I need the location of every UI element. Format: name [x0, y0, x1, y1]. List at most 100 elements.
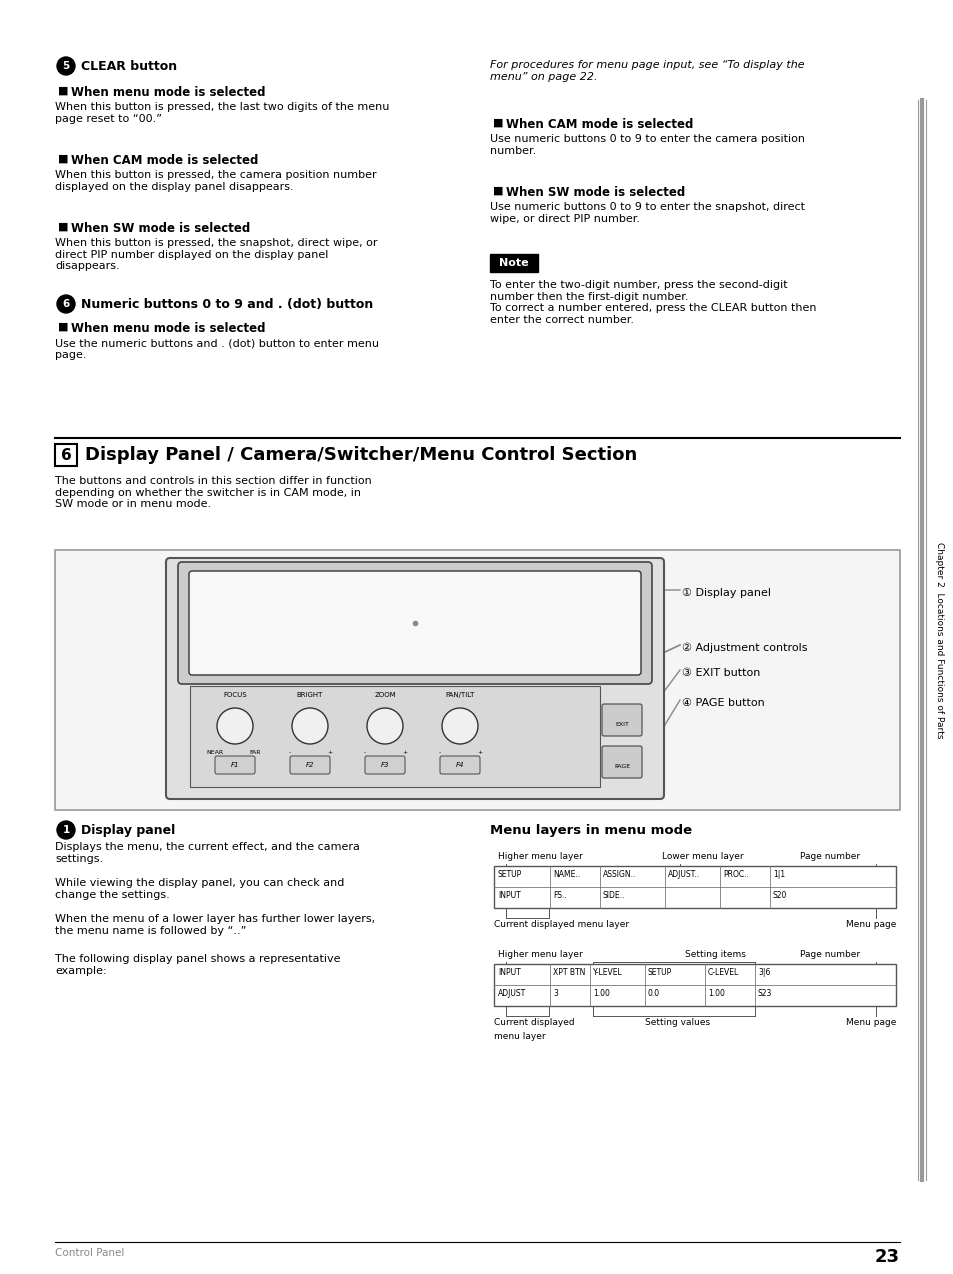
Text: Higher menu layer: Higher menu layer — [497, 950, 582, 959]
Text: ASSIGN..: ASSIGN.. — [602, 870, 636, 879]
Text: Use numeric buttons 0 to 9 to enter the snapshot, direct
wipe, or direct PIP num: Use numeric buttons 0 to 9 to enter the … — [490, 203, 804, 224]
Text: NEAR: NEAR — [206, 750, 223, 755]
FancyBboxPatch shape — [601, 747, 641, 778]
Text: For procedures for menu page input, see “To display the
menu” on page 22.: For procedures for menu page input, see … — [490, 60, 803, 82]
Text: ■: ■ — [58, 222, 69, 232]
Text: F2: F2 — [305, 762, 314, 768]
Text: 5: 5 — [62, 61, 70, 71]
Text: The following display panel shows a representative
example:: The following display panel shows a repr… — [55, 954, 340, 976]
Text: Note: Note — [498, 259, 528, 268]
Circle shape — [57, 57, 75, 75]
Text: When this button is pressed, the last two digits of the menu
page reset to “00.”: When this button is pressed, the last tw… — [55, 102, 389, 124]
Text: Page number: Page number — [800, 950, 860, 959]
FancyBboxPatch shape — [290, 755, 330, 775]
Text: When CAM mode is selected: When CAM mode is selected — [71, 154, 258, 167]
Text: ① Display panel: ① Display panel — [681, 589, 770, 598]
Text: Display panel: Display panel — [81, 824, 175, 837]
Text: Numeric buttons 0 to 9 and . (dot) button: Numeric buttons 0 to 9 and . (dot) butto… — [81, 298, 373, 311]
Text: NAME..: NAME.. — [553, 870, 579, 879]
Text: Y-LEVEL: Y-LEVEL — [593, 968, 622, 977]
Text: ③ EXIT button: ③ EXIT button — [681, 668, 760, 678]
Text: Use the numeric buttons and . (dot) button to enter menu
page.: Use the numeric buttons and . (dot) butt… — [55, 338, 378, 359]
Text: CLEAR button: CLEAR button — [81, 60, 177, 73]
Text: Menu layers in menu mode: Menu layers in menu mode — [490, 824, 691, 837]
Text: FS..: FS.. — [553, 891, 566, 899]
Text: When SW mode is selected: When SW mode is selected — [71, 222, 250, 234]
Text: Display Panel / Camera/Switcher/Menu Control Section: Display Panel / Camera/Switcher/Menu Con… — [85, 446, 637, 464]
Text: ADJUST..: ADJUST.. — [667, 870, 700, 879]
Text: When SW mode is selected: When SW mode is selected — [505, 186, 684, 199]
Text: 1.00: 1.00 — [593, 989, 609, 998]
Text: Current displayed menu layer: Current displayed menu layer — [494, 920, 628, 929]
Bar — [55, 445, 77, 466]
Text: -: - — [363, 750, 366, 755]
Text: ZOOM: ZOOM — [374, 692, 395, 698]
Text: When CAM mode is selected: When CAM mode is selected — [505, 118, 693, 131]
Text: EXIT: EXIT — [615, 721, 628, 726]
Text: -: - — [289, 750, 291, 755]
Text: +: + — [327, 750, 333, 755]
Text: PROC..: PROC.. — [722, 870, 748, 879]
Text: Control Panel: Control Panel — [55, 1249, 124, 1257]
FancyBboxPatch shape — [178, 562, 651, 684]
Text: ■: ■ — [58, 322, 69, 333]
Text: FOCUS: FOCUS — [223, 692, 247, 698]
Circle shape — [441, 708, 477, 744]
Bar — [490, 254, 537, 273]
FancyBboxPatch shape — [439, 755, 479, 775]
Text: 6: 6 — [61, 447, 71, 462]
Text: menu layer: menu layer — [494, 1032, 545, 1041]
Text: When menu mode is selected: When menu mode is selected — [71, 87, 265, 99]
Text: To enter the two-digit number, press the second-digit
number then the first-digi: To enter the two-digit number, press the… — [490, 280, 816, 325]
Text: -: - — [438, 750, 440, 755]
Text: 23: 23 — [874, 1249, 899, 1266]
Text: Menu page: Menu page — [844, 920, 895, 929]
Circle shape — [292, 708, 328, 744]
Text: +: + — [476, 750, 482, 755]
Text: Displays the menu, the current effect, and the camera
settings.: Displays the menu, the current effect, a… — [55, 842, 359, 864]
Bar — [190, 685, 599, 787]
Text: F1: F1 — [231, 762, 239, 768]
Text: S20: S20 — [772, 891, 786, 899]
FancyBboxPatch shape — [601, 705, 641, 736]
Text: 1.00: 1.00 — [707, 989, 724, 998]
Text: ADJUST: ADJUST — [497, 989, 526, 998]
Text: ■: ■ — [58, 87, 69, 96]
Text: Setting items: Setting items — [684, 950, 745, 959]
Text: ■: ■ — [493, 118, 503, 127]
Text: Menu page: Menu page — [844, 1018, 895, 1027]
Bar — [494, 866, 895, 908]
Text: Use numeric buttons 0 to 9 to enter the camera position
number.: Use numeric buttons 0 to 9 to enter the … — [490, 134, 804, 155]
Text: Current displayed: Current displayed — [494, 1018, 574, 1027]
FancyBboxPatch shape — [166, 558, 663, 799]
Bar — [55, 550, 899, 810]
Text: FAR: FAR — [249, 750, 260, 755]
Text: Lower menu layer: Lower menu layer — [661, 852, 742, 861]
Text: When this button is pressed, the snapshot, direct wipe, or
direct PIP number dis: When this button is pressed, the snapsho… — [55, 238, 377, 271]
Text: F3: F3 — [380, 762, 389, 768]
Circle shape — [57, 820, 75, 840]
Text: Chapter 2  Locations and Functions of Parts: Chapter 2 Locations and Functions of Par… — [935, 541, 943, 738]
Text: 6: 6 — [62, 299, 70, 310]
Text: 0.0: 0.0 — [647, 989, 659, 998]
Circle shape — [57, 296, 75, 313]
Text: SIDE..: SIDE.. — [602, 891, 625, 899]
Text: INPUT: INPUT — [497, 891, 520, 899]
Text: +: + — [402, 750, 407, 755]
Text: BRIGHT: BRIGHT — [296, 692, 323, 698]
Text: Page number: Page number — [800, 852, 860, 861]
Text: ■: ■ — [493, 186, 503, 196]
Text: S23: S23 — [758, 989, 772, 998]
Text: 1|1: 1|1 — [772, 870, 784, 879]
FancyBboxPatch shape — [189, 571, 640, 675]
Circle shape — [367, 708, 402, 744]
Text: When the menu of a lower layer has further lower layers,
the menu name is follow: When the menu of a lower layer has furth… — [55, 913, 375, 935]
Text: 3|6: 3|6 — [758, 968, 770, 977]
Text: XPT BTN: XPT BTN — [553, 968, 585, 977]
Text: While viewing the display panel, you can check and
change the settings.: While viewing the display panel, you can… — [55, 878, 344, 899]
FancyBboxPatch shape — [214, 755, 254, 775]
Bar — [494, 964, 895, 1006]
Text: Setting values: Setting values — [644, 1018, 709, 1027]
Text: INPUT: INPUT — [497, 968, 520, 977]
Text: ■: ■ — [58, 154, 69, 164]
